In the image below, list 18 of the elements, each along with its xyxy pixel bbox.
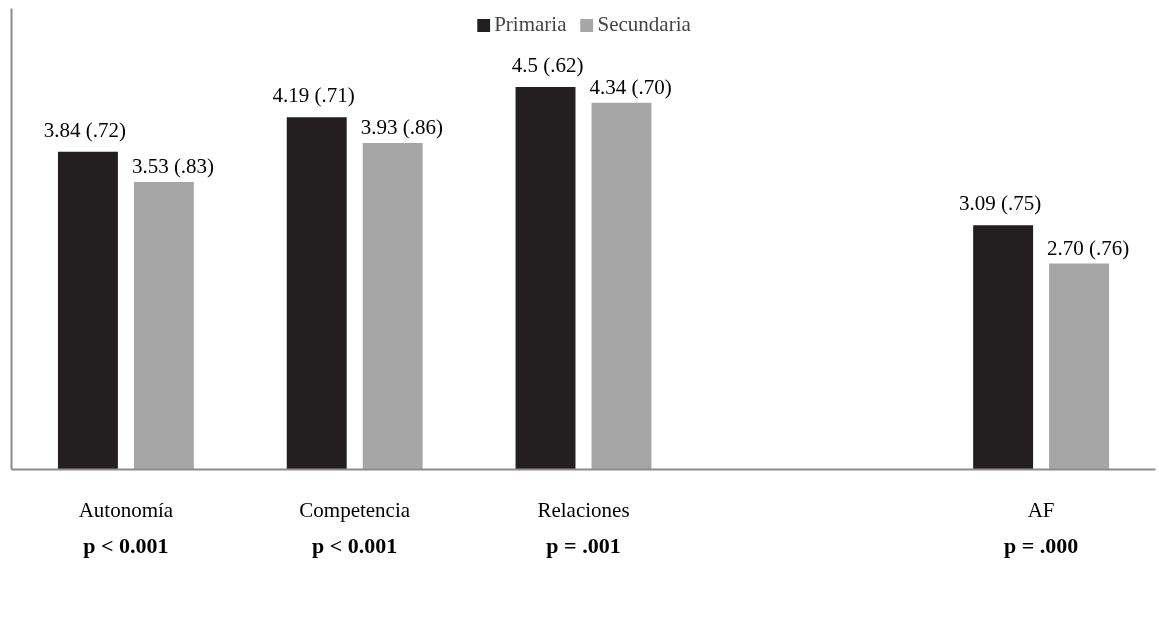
data-label: 4.19 (.71) [272,83,355,108]
x-tick-label: AF [1027,497,1055,522]
legend-label: Primaria [494,12,567,37]
x-tick-label: Relaciones [537,497,630,522]
x-tick-label: Competencia [299,497,411,522]
data-label: 4.34 (.70) [589,74,672,99]
text: p < 0.001 [83,532,169,558]
data-label: 3.84 (.72) [43,117,126,142]
data-label: 2.70 (.76) [1047,235,1130,260]
text: p = .001 [546,532,621,558]
text: p < 0.001 [312,532,398,558]
data-label: 3.09 (.75) [958,191,1042,216]
legend-label: Secundaria [597,12,691,37]
x-tick-label: Autonomía [78,497,174,522]
data-label: 3.93 (.86) [360,114,443,139]
text: p = .000 [1003,532,1079,558]
data-label: 3.53 (.83) [131,154,215,179]
data-label: 4.5 (.62) [511,52,584,77]
